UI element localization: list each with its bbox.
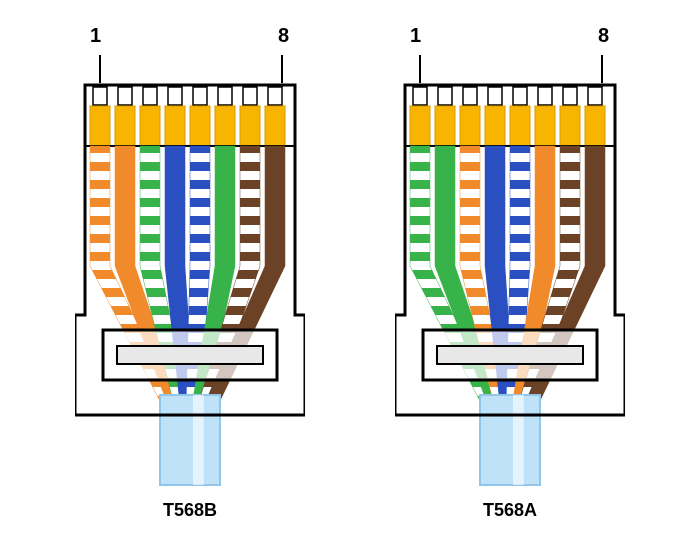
rj45-svg bbox=[395, 0, 625, 500]
connector-t568b: 18T568B bbox=[75, 0, 305, 540]
connector-t568a: 18T568A bbox=[395, 0, 625, 540]
caption-t568a: T568A bbox=[395, 500, 625, 521]
rj45-svg bbox=[75, 0, 305, 500]
caption-t568b: T568B bbox=[75, 500, 305, 521]
